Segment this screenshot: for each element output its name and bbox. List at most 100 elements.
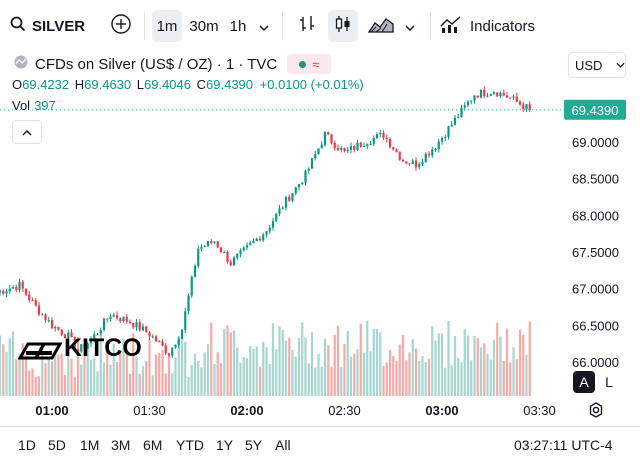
volume-bar [317,353,320,396]
candle-body [509,97,512,99]
volume-bar [206,344,210,396]
candle-body [258,238,262,241]
volume-bar [476,338,479,396]
volume-bar [284,340,288,396]
candle-body [180,329,184,340]
candle-body [242,247,245,251]
candle-body [210,240,213,243]
volume-bar [18,353,21,396]
auto-scale-button[interactable]: A [573,371,595,393]
candle-body [2,290,5,294]
range-3m[interactable]: 3M [111,437,131,453]
clock-timezone[interactable]: 03:27:11 UTC-4 [514,437,613,453]
candle-body [405,161,408,164]
volume-bar [83,342,86,396]
currency-label: USD [575,57,603,73]
volume-bar [304,337,307,396]
currency-select[interactable]: USD [568,52,626,78]
volume-bar [262,341,265,396]
compare-add-button[interactable] [108,12,134,40]
range-1d[interactable]: 1D [18,437,36,453]
volume-bar [453,336,457,396]
ohlc-bars-icon [298,14,316,38]
candle-body [414,160,418,168]
range-1y[interactable]: 1Y [216,437,234,453]
volume-bar [112,343,115,396]
candle-body [369,143,372,145]
candle-body [379,132,382,135]
volume-bar [333,334,336,396]
volume-bar [502,361,505,396]
volume-bar [200,367,203,396]
range-6m[interactable]: 6M [143,437,163,453]
volume-bar [47,359,50,396]
interval-1m[interactable]: 1m [152,10,182,42]
price-chart[interactable]: 66.0000 66.5000 67.0000 67.5000 68.0000 68.50… [0,0,640,427]
candle-body [132,322,135,328]
volume-bar [281,330,284,396]
interval-dropdown[interactable] [254,10,274,42]
volume-bar [434,340,437,396]
chart-type-dropdown[interactable] [400,10,420,42]
volume-bar [219,363,223,396]
candle-body [489,94,492,96]
candle-body [8,288,11,292]
volume-bar [395,360,398,396]
bar-style-button[interactable] [294,10,320,42]
candle-body [398,151,401,160]
candle-body [450,124,453,127]
candle-body [219,247,223,253]
candle-body [73,337,76,350]
volume-bar [375,329,379,396]
candle-body [340,148,343,150]
candle-body [115,315,119,319]
log-scale-button[interactable]: L [605,374,613,390]
candle-body [60,329,63,335]
interval-1h[interactable]: 1h [229,17,247,35]
range-all[interactable]: All [275,437,291,453]
open-value: 69.4232 [22,77,70,92]
candle-body [307,168,310,171]
candle-body [99,330,102,334]
x-tick-label: 01:30 [133,403,166,418]
plus-circle-icon [110,13,132,39]
candle-body [492,92,496,95]
volume-bar [372,328,375,396]
range-ytd[interactable]: YTD [176,437,204,453]
volume-bar [236,347,239,396]
settings-gear-icon[interactable] [588,402,604,423]
candle-body [252,240,255,244]
candle-body [54,327,57,329]
range-1m[interactable]: 1M [80,437,100,453]
legend-title: CFDs on Silver (US$ / OZ) · 1 · TVC [35,55,278,73]
volume-bar [353,353,356,396]
interval-30m[interactable]: 30m [189,17,219,35]
candles-style-button[interactable] [328,10,358,42]
chevron-up-icon [22,125,32,139]
symbol-search[interactable]: SILVER [10,12,85,40]
area-style-button[interactable] [366,10,396,42]
collapse-legend-button[interactable] [12,120,42,144]
candle-body [41,314,44,316]
candle-body [411,160,414,164]
market-status-badge[interactable]: ≈ [287,54,332,74]
candle-body [284,196,288,208]
candle-body [93,334,96,340]
candle-body [96,333,99,335]
candle-body [349,146,353,150]
volume-bar [128,373,132,396]
candle-body [70,332,73,338]
volume-bar [50,361,54,396]
range-5y[interactable]: 5Y [245,437,263,453]
candle-body [470,100,473,102]
volume-bar [28,370,31,396]
low-value: 69.4046 [144,77,191,92]
volume-bar [193,353,197,396]
candle-body [177,339,180,345]
volume-bar [486,353,489,396]
volume-bar [229,332,232,396]
range-5d[interactable]: 5D [48,437,66,453]
candle-body [401,159,405,162]
indicators-button[interactable]: Indicators [440,10,535,42]
candle-body [323,132,327,145]
